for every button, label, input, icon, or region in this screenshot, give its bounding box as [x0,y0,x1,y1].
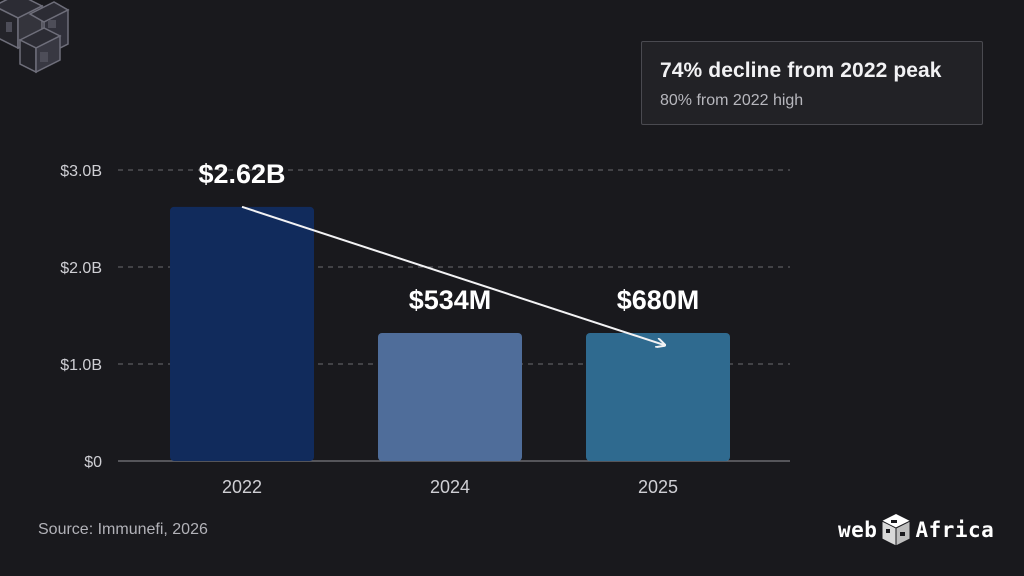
x-tick-label: 2022 [222,477,262,497]
brand-suffix: Africa [915,518,995,542]
source-note: Source: Immunefi, 2026 [38,521,208,538]
insight-callout: 74% decline from 2022 peak 80% from 2022… [641,41,983,125]
data-label: $534M [409,285,492,315]
brand-logo: web Africa [838,510,994,550]
data-label: $680M [617,285,700,315]
cube-logo-icon [0,0,70,74]
brand-prefix: web [838,518,878,542]
bar [586,332,730,461]
callout-subtitle: 80% from 2022 high [660,92,804,109]
trend-arrow [241,205,664,345]
data-label: $2.62B [198,159,285,189]
y-tick-label: $2.0B [60,260,102,277]
cube-logo-icon [881,514,911,547]
y-tick-label: $0 [84,454,102,471]
y-tick-label: $1.0B [60,357,102,374]
bar [170,206,314,461]
y-tick-label: $3.0B [60,163,102,180]
callout-title: 74% decline from 2022 peak [660,59,942,82]
x-tick-label: 2025 [638,477,678,497]
bar [378,332,522,461]
x-tick-label: 2024 [430,477,470,497]
